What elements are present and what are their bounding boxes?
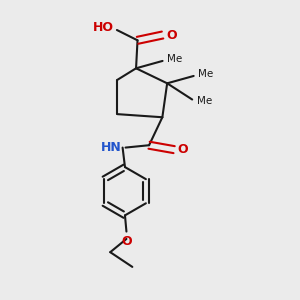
Text: HN: HN bbox=[100, 141, 121, 154]
Text: Me: Me bbox=[198, 70, 213, 80]
Text: HO: HO bbox=[93, 21, 114, 34]
Text: Me: Me bbox=[167, 55, 182, 64]
Text: O: O bbox=[166, 28, 177, 41]
Text: Me: Me bbox=[196, 96, 212, 106]
Text: O: O bbox=[121, 235, 132, 248]
Text: O: O bbox=[178, 143, 188, 156]
